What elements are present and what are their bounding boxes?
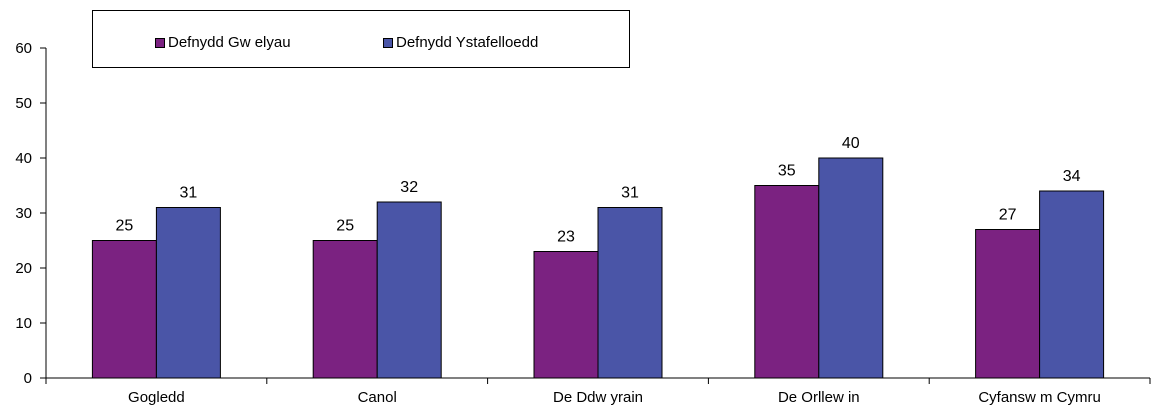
y-tick-label: 50 [15, 95, 32, 112]
data-labels: 25 31 25 32 23 31 35 40 27 34 [116, 135, 1081, 246]
data-label: 32 [400, 179, 418, 196]
x-tick-label: Gogledd [128, 389, 185, 406]
bar-series-1 [975, 229, 1041, 379]
bar-series-2 [597, 207, 663, 379]
bar-series-1 [533, 251, 599, 379]
y-tick-label: 0 [24, 370, 32, 387]
y-tick-label: 20 [15, 260, 32, 277]
x-tick-label: De Ddw yrain [553, 389, 643, 406]
data-label: 25 [116, 218, 134, 235]
data-label: 31 [180, 185, 198, 202]
bar-series-2 [376, 201, 442, 379]
legend-label-series-2: Defnydd Ystafelloedd [396, 34, 539, 51]
data-label: 27 [999, 207, 1017, 224]
data-label: 40 [842, 135, 860, 152]
x-tick-label: Canol [358, 389, 397, 406]
y-tick-label: 30 [15, 205, 32, 222]
bars [91, 157, 1105, 379]
legend-label-series-1: Defnydd Gw elyau [168, 34, 291, 51]
bar-series-2 [1039, 190, 1105, 379]
bar-series-2 [155, 207, 221, 379]
x-tick-label: Cyfansw m Cymru [978, 389, 1101, 406]
legend-swatch-series-1 [155, 37, 165, 48]
y-tick-label: 10 [15, 315, 32, 332]
legend: Defnydd Gw elyau Defnydd Ystafelloedd [92, 10, 630, 68]
axes: 0 10 20 30 40 50 60 Gogledd Canol De Ddw yrain De … [15, 40, 1151, 406]
data-label: 35 [778, 163, 796, 180]
y-tick-label: 40 [15, 150, 32, 167]
data-label: 31 [621, 185, 639, 202]
legend-item-series-2: Defnydd Ystafelloedd [383, 34, 538, 51]
bar-series-1 [754, 185, 820, 379]
bar-series-1 [312, 240, 378, 379]
x-tick-label: De Orllew in [778, 389, 860, 406]
bar-series-1 [91, 240, 157, 379]
legend-swatch-series-2 [383, 37, 393, 48]
legend-item-series-1: Defnydd Gw elyau [155, 34, 291, 51]
data-label: 25 [336, 218, 354, 235]
data-label: 23 [557, 229, 575, 246]
y-tick-label: 60 [15, 40, 32, 57]
data-label: 34 [1063, 168, 1081, 185]
bar-series-2 [818, 157, 884, 379]
